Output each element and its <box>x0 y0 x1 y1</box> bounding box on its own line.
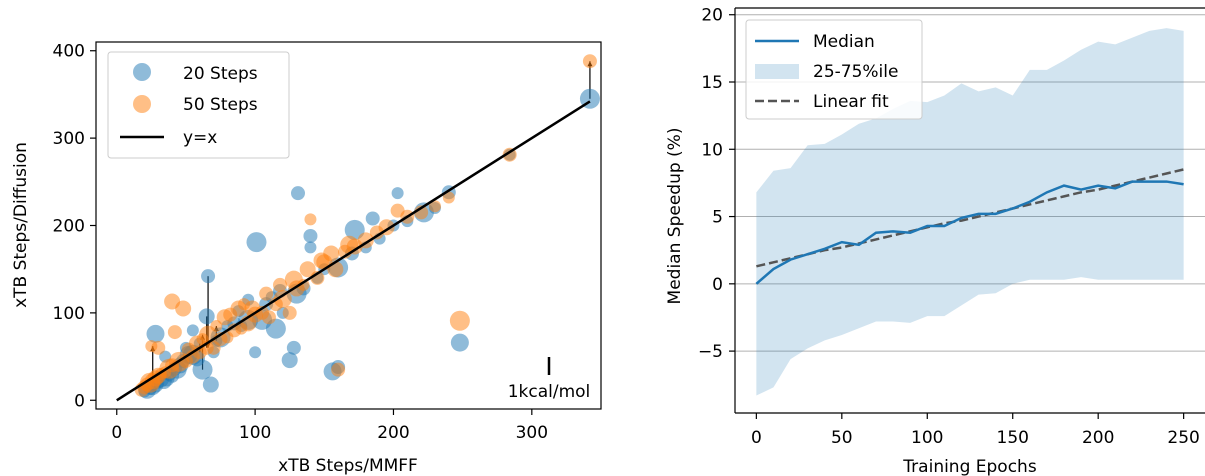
scatter-x-tick-label: 200 <box>377 423 409 443</box>
scatter-panel: 0 100 200 300 0 100 200 300 400 1kcal/mol 20 Ste… <box>11 41 602 476</box>
scatter-legend-box <box>107 51 290 159</box>
scatter-x-tick-label: 0 <box>111 423 122 443</box>
line-x-tick-label: 50 <box>831 428 853 448</box>
legend-label-20-steps: 20 Steps <box>183 64 258 84</box>
line-y-tick-label: 0 <box>712 275 723 295</box>
line-x-tick-label: 100 <box>911 428 943 448</box>
line-y-axis-label: Median Speedup (%) <box>665 128 685 305</box>
point-20-steps <box>391 187 404 200</box>
scatter-y-tick-label: 0 <box>74 391 85 411</box>
point-50-steps <box>428 200 441 213</box>
point-50-steps <box>369 225 384 240</box>
legend-label-yx: y=x <box>183 128 217 148</box>
point-50-steps <box>390 203 405 218</box>
identity-line <box>116 100 591 402</box>
line-legend-box <box>745 19 923 120</box>
scatter-x-tick-label: 300 <box>516 423 548 443</box>
point-20-steps <box>246 232 267 253</box>
point-50-steps <box>304 213 317 226</box>
point-20-steps <box>146 324 165 343</box>
line-x-tick-label: 150 <box>997 428 1029 448</box>
point-50-steps <box>582 54 597 69</box>
legend-label-iqr: 25-75%ile <box>813 62 898 82</box>
point-20-steps <box>281 352 298 369</box>
line-x-tick-label: 250 <box>1167 428 1199 448</box>
point-20-steps <box>192 359 213 380</box>
line-x-tick-label: 0 <box>751 428 762 448</box>
scatter-y-tick-label: 200 <box>53 217 85 237</box>
point-20-steps <box>291 186 305 201</box>
point-50-steps <box>259 286 274 301</box>
scatter-legend: 20 Steps 50 Steps y=x <box>107 51 290 159</box>
point-20-steps <box>450 333 469 352</box>
median-line <box>755 180 1184 285</box>
point-50-steps <box>442 191 455 204</box>
point-50-steps <box>340 235 359 254</box>
scatter-x-tick-label: 100 <box>239 423 271 443</box>
point-20-steps <box>365 211 380 226</box>
legend-label-50-steps: 50 Steps <box>183 95 258 115</box>
point-50-steps <box>331 362 346 377</box>
scatter-y-tick-label: 400 <box>53 42 85 62</box>
point-50-steps <box>175 300 192 317</box>
scale-bar-label: 1kcal/mol <box>508 382 591 402</box>
scatter-y-tick-label: 100 <box>53 304 85 324</box>
point-50-steps <box>282 305 297 320</box>
point-50-steps <box>151 340 166 355</box>
point-20-steps <box>304 241 317 254</box>
line-panel: 0 50 100 150 200 250 −5 0 5 10 15 20 Median 25-75%i… <box>665 6 1205 476</box>
scatter-x-axis-label: xTB Steps/MMFF <box>278 456 418 476</box>
line-y-tick-label: −5 <box>698 342 723 362</box>
point-20-steps <box>202 376 219 393</box>
line-legend: Median 25-75%ile Linear fit <box>745 19 923 120</box>
scatter-y-tick-label: 300 <box>53 129 85 149</box>
scatter-plot-frame <box>95 41 602 410</box>
point-50-steps <box>273 277 288 292</box>
line-y-tick-label: 10 <box>701 140 723 160</box>
point-20-steps <box>286 340 301 355</box>
line-ticks: 0 50 100 150 200 250 −5 0 5 10 15 20 <box>698 6 1200 448</box>
scatter-ticks: 0 100 200 300 0 100 200 300 400 <box>53 42 549 443</box>
legend-patch-iqr <box>755 64 799 79</box>
point-20-steps <box>198 308 215 325</box>
point-50-steps <box>284 270 303 289</box>
point-20-steps <box>344 219 365 240</box>
point-20-steps <box>201 269 216 284</box>
linear-fit-line <box>756 168 1184 268</box>
point-20-steps <box>303 228 318 243</box>
point-20-steps <box>186 324 199 337</box>
line-y-tick-label: 20 <box>701 6 723 26</box>
legend-label-median: Median <box>813 32 875 52</box>
legend-marker-20-steps <box>133 63 151 81</box>
point-50-steps <box>323 245 340 262</box>
line-x-tick-label: 200 <box>1082 428 1114 448</box>
legend-label-fit: Linear fit <box>813 92 889 112</box>
point-50-steps <box>167 325 182 340</box>
line-x-axis-label: Training Epochs <box>902 457 1037 476</box>
legend-marker-50-steps <box>133 95 151 113</box>
point-50-steps <box>299 261 316 278</box>
scatter-y-axis-label: xTB Steps/Diffusion <box>11 142 31 308</box>
point-50-steps <box>449 310 470 331</box>
point-20-steps <box>249 346 262 359</box>
line-y-tick-label: 5 <box>712 208 723 228</box>
iqr-band <box>756 28 1184 396</box>
line-y-tick-label: 15 <box>701 73 723 93</box>
